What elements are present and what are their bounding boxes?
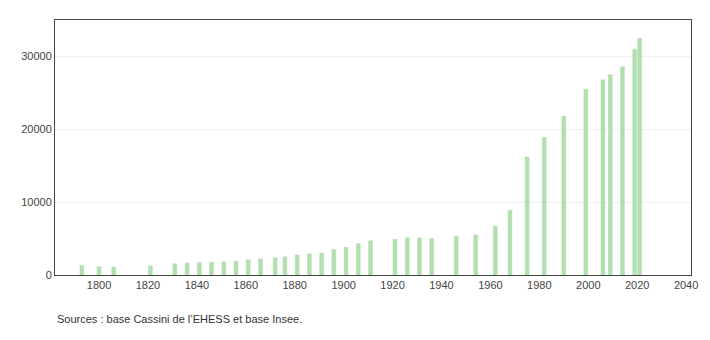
svg-text:2000: 2000 bbox=[576, 279, 600, 291]
svg-text:2040: 2040 bbox=[674, 279, 698, 291]
svg-text:1820: 1820 bbox=[136, 279, 160, 291]
svg-text:1800: 1800 bbox=[87, 279, 111, 291]
svg-text:0: 0 bbox=[46, 269, 52, 281]
svg-text:10000: 10000 bbox=[21, 196, 52, 208]
svg-text:1900: 1900 bbox=[331, 279, 355, 291]
svg-text:1920: 1920 bbox=[380, 279, 404, 291]
svg-text:1840: 1840 bbox=[185, 279, 209, 291]
svg-text:1880: 1880 bbox=[282, 279, 306, 291]
svg-text:1960: 1960 bbox=[478, 279, 502, 291]
svg-text:30000: 30000 bbox=[21, 50, 52, 62]
svg-text:1940: 1940 bbox=[429, 279, 453, 291]
svg-text:2020: 2020 bbox=[625, 279, 649, 291]
svg-text:1980: 1980 bbox=[527, 279, 551, 291]
svg-text:20000: 20000 bbox=[21, 123, 52, 135]
svg-text:1860: 1860 bbox=[234, 279, 258, 291]
svg-text:Sources : base Cassini de l’EH: Sources : base Cassini de l’EHESS et bas… bbox=[57, 313, 302, 325]
